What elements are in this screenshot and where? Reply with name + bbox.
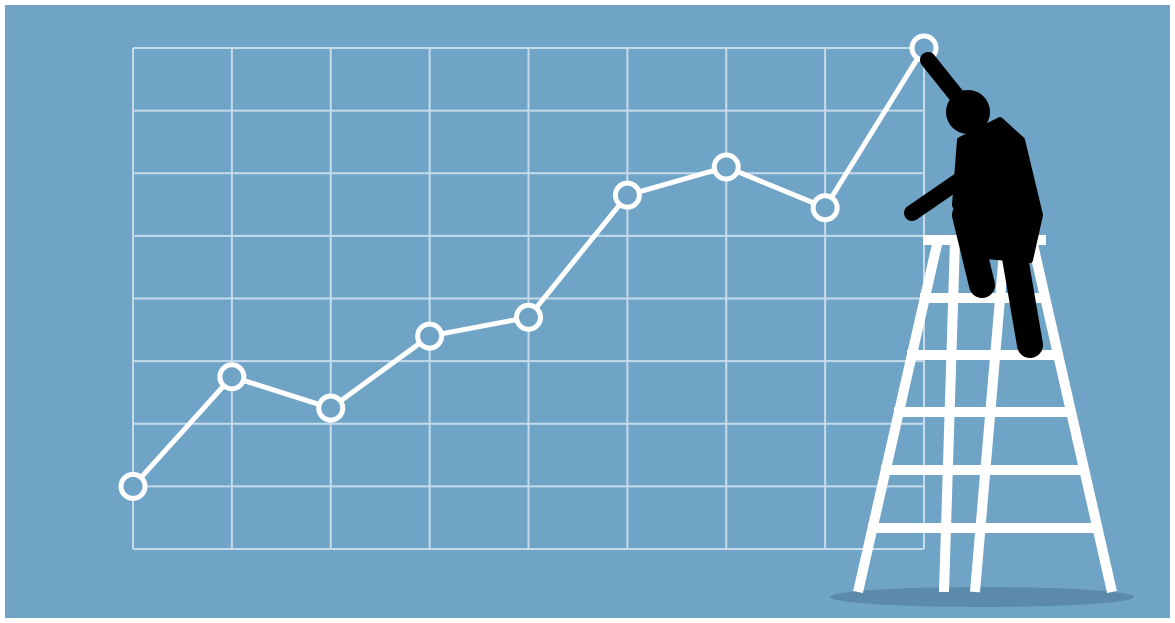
data-point [514,302,543,332]
data-point [612,180,642,210]
figure [830,52,1134,607]
data-point [810,193,840,223]
ladder [853,235,1117,594]
data-point [118,471,148,501]
data-point [415,321,445,351]
grid [132,47,925,550]
data-point [711,152,741,182]
shadow [830,587,1134,607]
plot [118,33,939,501]
data-point [217,362,247,392]
data-point [316,393,346,423]
man [904,52,1043,358]
